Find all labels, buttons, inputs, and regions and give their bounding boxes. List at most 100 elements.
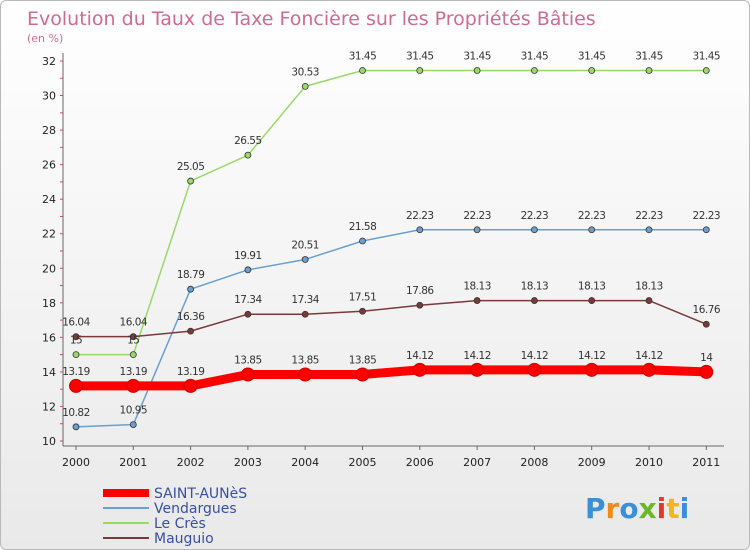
y-tick-label: 10 xyxy=(42,435,56,448)
y-tick-label: 16 xyxy=(42,331,56,344)
y-tick-label: 30 xyxy=(42,90,56,103)
y-tick-label: 26 xyxy=(42,159,56,172)
data-label: 17.86 xyxy=(406,285,434,297)
x-tick-label: 2001 xyxy=(119,456,147,469)
data-point xyxy=(129,351,137,359)
data-label: 13.19 xyxy=(62,366,90,378)
chart-title: Evolution du Taux de Taxe Foncière sur l… xyxy=(27,8,596,30)
data-label: 10.95 xyxy=(120,405,148,417)
data-point xyxy=(187,327,195,335)
data-label: 22.23 xyxy=(635,210,663,222)
series-line xyxy=(75,69,708,356)
legend-label: Mauguio xyxy=(154,531,214,547)
data-point xyxy=(473,297,481,304)
data-label: 31.45 xyxy=(463,51,491,63)
data-point xyxy=(359,67,366,74)
x-tick-label: 2000 xyxy=(62,456,90,469)
data-label: 30.53 xyxy=(291,66,319,78)
legend-label: Le Crès xyxy=(154,516,206,532)
data-point xyxy=(301,82,309,90)
data-label: 14.12 xyxy=(635,350,663,362)
x-tick-label: 2004 xyxy=(291,456,319,469)
logo-text: Proxiti xyxy=(585,492,689,525)
data-point xyxy=(72,333,80,341)
data-label: 22.23 xyxy=(406,210,434,222)
x-tick-label: 2010 xyxy=(635,456,663,469)
data-label: 25.05 xyxy=(177,161,205,173)
data-label: 18.79 xyxy=(177,269,205,281)
data-label: 16.04 xyxy=(62,317,90,329)
data-point xyxy=(531,297,538,304)
data-point xyxy=(359,307,366,315)
data-label: 14.12 xyxy=(578,350,606,362)
data-label: 13.19 xyxy=(177,366,205,378)
data-point xyxy=(645,67,653,74)
data-label: 31.45 xyxy=(521,51,549,63)
data-label: 14.12 xyxy=(521,350,549,362)
data-label: 16.36 xyxy=(177,311,205,323)
data-point xyxy=(416,226,424,234)
data-label: 17.34 xyxy=(291,294,319,306)
series-vendargues xyxy=(72,226,710,431)
data-label: 22.23 xyxy=(578,210,606,222)
data-label: 13.85 xyxy=(349,355,377,367)
data-label: 31.45 xyxy=(578,51,606,63)
data-label: 31.45 xyxy=(349,51,377,63)
data-label: 13.19 xyxy=(120,366,148,378)
x-tick-label: 2002 xyxy=(177,456,205,469)
data-point xyxy=(416,301,424,309)
data-point xyxy=(702,226,710,234)
chart-subtitle: (en %) xyxy=(27,32,63,45)
legend-label: SAINT-AUNèS xyxy=(154,486,247,502)
data-point xyxy=(355,367,370,382)
data-label: 22.23 xyxy=(521,210,549,222)
data-label: 14 xyxy=(700,352,713,364)
data-point xyxy=(642,362,656,377)
data-label: 20.51 xyxy=(291,239,319,251)
data-point xyxy=(416,67,424,74)
x-tick-label: 2011 xyxy=(692,456,720,469)
data-point xyxy=(69,378,83,393)
data-point xyxy=(129,333,137,341)
y-tick-label: 12 xyxy=(42,400,56,413)
data-point xyxy=(588,297,596,304)
y-tick-label: 18 xyxy=(42,297,56,310)
data-point xyxy=(129,421,137,428)
data-point xyxy=(702,67,710,74)
data-labels: 13.19 13.19 13.19 13.85 13.85 13.85 14.12 14.12… xyxy=(62,350,714,378)
data-point xyxy=(187,177,195,185)
x-tick-label: 2005 xyxy=(349,456,377,469)
y-tick-label: 20 xyxy=(42,262,56,275)
data-label: 31.45 xyxy=(693,51,721,63)
data-point xyxy=(183,378,198,393)
y-tick-label: 32 xyxy=(42,55,56,68)
data-point xyxy=(72,351,80,359)
series-saint-aun-s xyxy=(69,362,714,393)
data-point xyxy=(527,362,542,377)
data-point xyxy=(187,285,195,293)
y-tick-label: 14 xyxy=(42,366,56,379)
x-tick-label: 2006 xyxy=(406,456,434,469)
data-label: 31.45 xyxy=(635,51,663,63)
data-point xyxy=(584,362,599,377)
data-label: 16.04 xyxy=(120,317,148,329)
data-point xyxy=(301,310,309,318)
data-point xyxy=(588,226,596,234)
data-point xyxy=(298,367,313,382)
data-label: 14.12 xyxy=(406,350,434,362)
series-line xyxy=(71,365,711,391)
legend-label: Vendargues xyxy=(154,501,237,517)
series-line xyxy=(75,299,708,338)
data-point xyxy=(699,364,714,379)
data-label: 18.13 xyxy=(463,281,491,293)
data-label: 14.12 xyxy=(463,350,491,362)
data-point xyxy=(301,256,309,263)
data-point xyxy=(473,67,481,74)
proxiti-logo: Proxiti xyxy=(585,492,689,525)
data-label: 18.13 xyxy=(521,281,549,293)
series-mauguio xyxy=(72,297,710,341)
data-label: 18.13 xyxy=(578,281,606,293)
x-tick-label: 2007 xyxy=(463,456,491,469)
data-label: 15 xyxy=(127,335,139,347)
